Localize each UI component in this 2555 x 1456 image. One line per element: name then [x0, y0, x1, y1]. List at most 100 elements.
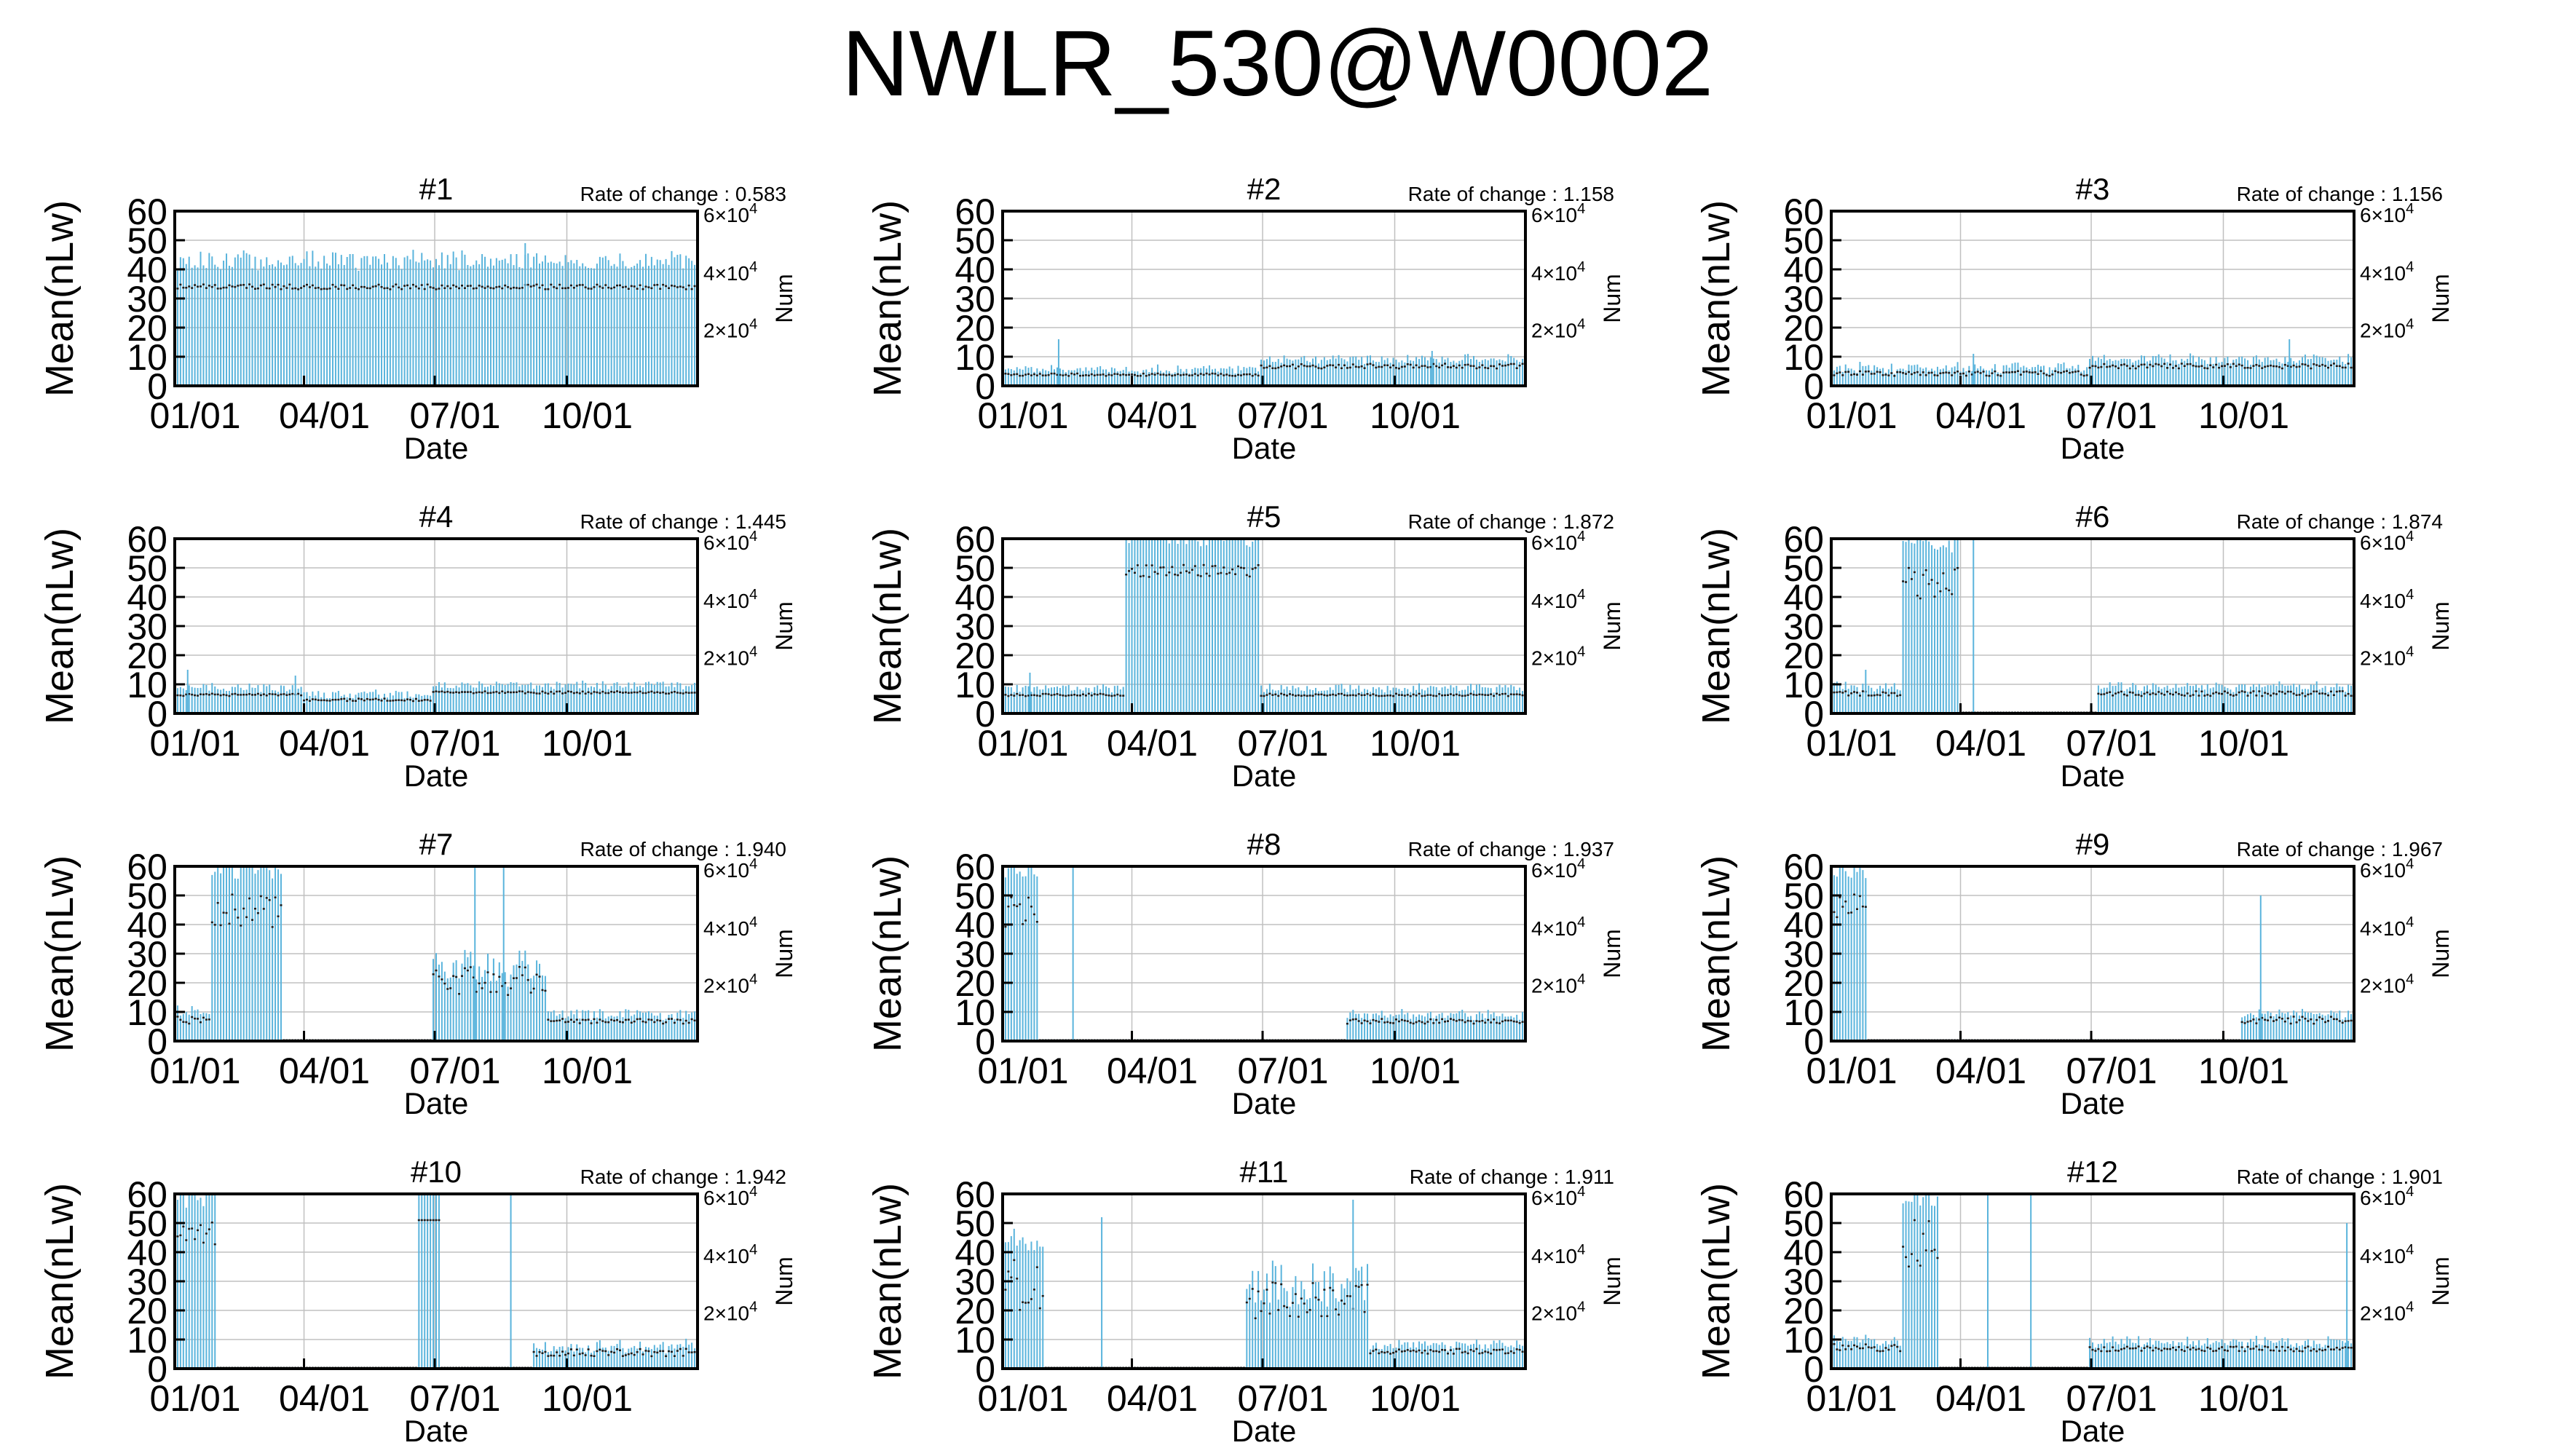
x-axis-label: Date	[404, 759, 469, 793]
y2-axis-label: Num	[1599, 274, 1625, 323]
y-axis-label: Mean(nLw)	[866, 200, 909, 397]
panel-title: #6	[2076, 499, 2110, 534]
y-tick-label: 20	[1783, 636, 1824, 676]
x-tick-label: 01/01	[977, 395, 1068, 436]
panel-title: #5	[1247, 499, 1282, 534]
panel-title: #9	[2076, 827, 2110, 861]
x-axis-label: Date	[2061, 759, 2125, 793]
x-axis-label: Date	[1232, 759, 1297, 793]
y2-tick-label: 4×104	[1531, 914, 1585, 940]
x-tick-label: 04/01	[1935, 723, 2026, 764]
y-tick-label: 10	[127, 992, 167, 1033]
y2-tick-label: 4×104	[703, 1242, 757, 1267]
x-tick-label: 10/01	[2198, 395, 2289, 436]
y-tick-label: 20	[1783, 308, 1824, 349]
y-axis-label: Mean(nLw)	[866, 528, 909, 724]
y2-tick-label: 4×104	[2360, 587, 2414, 612]
rate-of-change: Rate of change : 1.156	[2237, 183, 2443, 205]
y2-tick-label: 6×104	[1531, 856, 1585, 882]
x-tick-label: 07/01	[2066, 723, 2157, 764]
y-axis-label: Mean(nLw)	[1694, 855, 1738, 1052]
y-tick-label: 10	[955, 992, 995, 1033]
x-tick-label: 07/01	[2066, 1051, 2157, 1091]
figure-title: NWLR_530@W0002	[841, 12, 1714, 116]
y2-tick-label: 4×104	[1531, 587, 1585, 612]
y-tick-label: 60	[1783, 519, 1824, 560]
y2-tick-label: 6×104	[1531, 201, 1585, 226]
y-tick-label: 30	[955, 934, 995, 975]
rate-of-change: Rate of change : 1.967	[2237, 838, 2443, 860]
x-tick-label: 01/01	[1806, 1378, 1897, 1419]
x-tick-label: 01/01	[1806, 395, 1897, 436]
y2-tick-label: 2×104	[703, 317, 757, 342]
y-tick-label: 50	[955, 876, 995, 917]
y2-tick-label: 2×104	[2360, 317, 2414, 342]
data-series	[1003, 539, 1525, 713]
x-tick-label: 07/01	[1237, 723, 1328, 764]
y2-tick-label: 4×104	[2360, 914, 2414, 940]
y-tick-label: 10	[955, 337, 995, 378]
y-tick-label: 60	[127, 1174, 167, 1215]
x-tick-label: 10/01	[2198, 1378, 2289, 1419]
x-axis-label: Date	[1232, 431, 1297, 465]
y2-tick-label: 6×104	[703, 529, 757, 554]
y-tick-label: 60	[1783, 847, 1824, 887]
y-tick-label: 60	[1783, 191, 1824, 232]
y-tick-label: 20	[127, 963, 167, 1004]
y2-axis-label: Num	[771, 274, 797, 323]
y2-tick-label: 6×104	[703, 1184, 757, 1209]
y-tick-label: 10	[127, 1320, 167, 1361]
y2-tick-label: 2×104	[703, 1299, 757, 1325]
y-tick-label: 50	[1783, 876, 1824, 917]
x-tick-label: 07/01	[409, 1051, 500, 1091]
y2-tick-label: 2×104	[2360, 1299, 2414, 1325]
y-tick-label: 20	[955, 1291, 995, 1332]
panel-title: #11	[1240, 1155, 1289, 1189]
y2-tick-label: 2×104	[2360, 972, 2414, 997]
y-tick-label: 20	[127, 1291, 167, 1332]
y-tick-label: 0	[1804, 366, 1824, 407]
y-tick-label: 0	[147, 694, 167, 735]
panel-title: #4	[419, 499, 454, 534]
y2-tick-label: 4×104	[1531, 1242, 1585, 1267]
y-tick-label: 60	[955, 519, 995, 560]
y-tick-label: 30	[955, 279, 995, 320]
x-tick-label: 07/01	[2066, 395, 2157, 436]
y-tick-label: 60	[127, 519, 167, 560]
y-tick-label: 50	[127, 876, 167, 917]
rate-of-change: Rate of change : 1.872	[1408, 510, 1614, 533]
x-axis-label: Date	[404, 431, 469, 465]
y-tick-label: 30	[955, 1262, 995, 1302]
y-tick-label: 0	[1804, 1349, 1824, 1390]
y-tick-label: 50	[127, 221, 167, 261]
x-tick-label: 04/01	[1107, 723, 1198, 764]
y-tick-label: 30	[1783, 606, 1824, 647]
x-tick-label: 04/01	[279, 723, 370, 764]
y-tick-label: 10	[1783, 992, 1824, 1033]
x-tick-label: 07/01	[409, 395, 500, 436]
y-tick-label: 40	[1783, 250, 1824, 290]
panel-title: #10	[411, 1155, 462, 1189]
x-axis-label: Date	[2061, 1086, 2125, 1120]
y-tick-label: 50	[955, 221, 995, 261]
y2-tick-label: 6×104	[703, 856, 757, 882]
x-tick-label: 04/01	[1935, 1378, 2026, 1419]
y2-axis-label: Num	[1599, 1257, 1625, 1306]
y-tick-label: 50	[1783, 221, 1824, 261]
data-series	[1831, 1194, 2354, 1369]
x-tick-label: 01/01	[977, 1378, 1068, 1419]
x-axis-label: Date	[1232, 1086, 1297, 1120]
y2-axis-label: Num	[2428, 601, 2454, 651]
panel-title: #2	[1247, 172, 1282, 206]
y-axis-label: Mean(nLw)	[38, 200, 82, 397]
x-tick-label: 01/01	[1806, 1051, 1897, 1091]
y2-tick-label: 6×104	[1531, 529, 1585, 554]
y-tick-label: 0	[147, 1021, 167, 1062]
